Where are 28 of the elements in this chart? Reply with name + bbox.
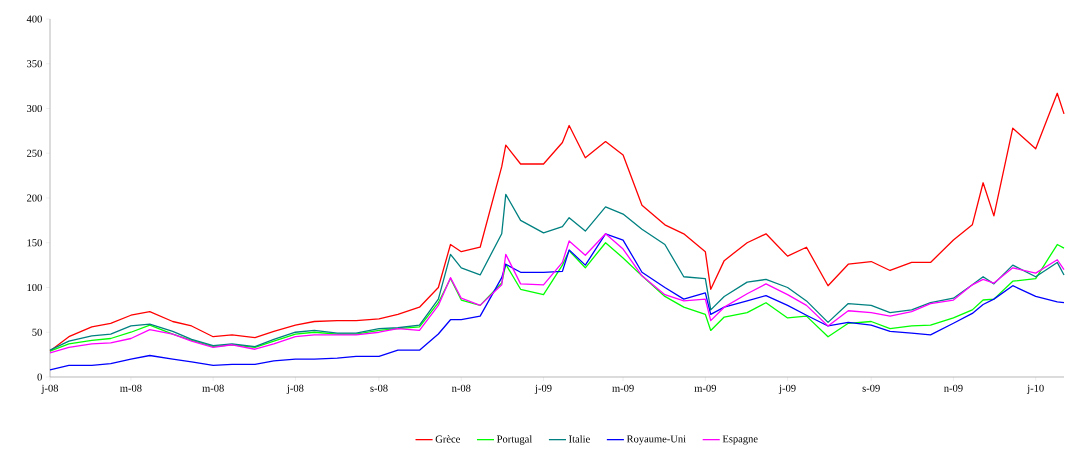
x-tick-label: j-08 bbox=[286, 384, 304, 394]
legend-label: Espagne bbox=[722, 435, 758, 445]
x-tick-label: m-08 bbox=[120, 384, 142, 392]
x-tick-label: j-08 bbox=[41, 384, 59, 394]
x-tick-label: m-09 bbox=[612, 384, 634, 392]
x-tick-label: j-10 bbox=[1026, 384, 1044, 394]
y-tick-label: 300 bbox=[27, 104, 42, 113]
y-tick-label: 50 bbox=[32, 328, 42, 336]
x-tick-label: m-09 bbox=[694, 384, 716, 392]
y-tick-label: 0 bbox=[37, 373, 42, 381]
y-tick-label: 400 bbox=[26, 15, 42, 23]
legend-label: Royaume-Uni bbox=[626, 435, 686, 445]
y-tick-label: 150 bbox=[27, 239, 42, 247]
x-tick-label: n-08 bbox=[451, 384, 471, 392]
legend-label: Portugal bbox=[496, 435, 533, 445]
x-tick-label: s-08 bbox=[370, 384, 388, 392]
y-tick-label: 250 bbox=[27, 149, 42, 157]
x-tick-label: m-08 bbox=[202, 384, 224, 392]
y-tick-label: 200 bbox=[27, 194, 42, 202]
y-tick-label: 100 bbox=[27, 283, 42, 292]
legend-label: Grèce bbox=[435, 435, 460, 443]
x-tick-label: s-09 bbox=[862, 384, 880, 392]
x-tick-label: j-09 bbox=[778, 384, 796, 394]
x-tick-label: j-09 bbox=[534, 384, 552, 394]
legend-label: Italie bbox=[569, 435, 590, 443]
line-series bbox=[49, 193, 1065, 351]
y-tick-label: 350 bbox=[27, 60, 42, 68]
x-tick-label: n-09 bbox=[944, 384, 963, 392]
